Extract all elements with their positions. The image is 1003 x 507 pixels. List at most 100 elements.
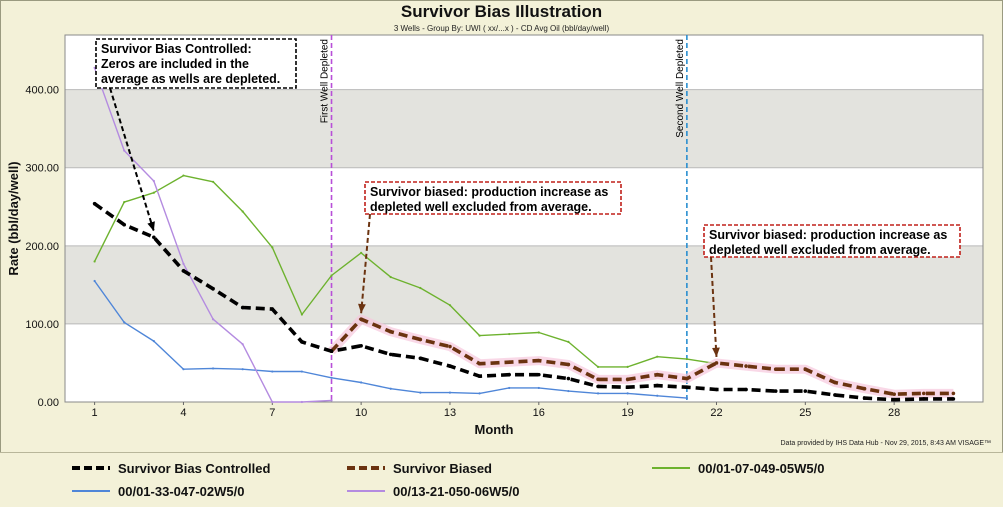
data-point	[211, 180, 215, 183]
data-point	[477, 374, 482, 379]
data-point	[330, 399, 333, 402]
data-point	[656, 355, 659, 358]
data-point	[271, 246, 274, 249]
x-tick-label: 16	[533, 407, 545, 419]
annotation-arrow	[710, 256, 718, 358]
data-point	[656, 394, 659, 397]
legend-swatch-green	[652, 467, 690, 469]
x-tick-label: 7	[269, 407, 275, 419]
y-tick-label: 400.00	[25, 85, 59, 97]
data-point	[744, 387, 748, 392]
chart-title: Survivor Bias Illustration	[400, 2, 603, 21]
data-point	[951, 397, 956, 401]
annotation-text: depleted well excluded from average.	[370, 200, 592, 214]
y-tick-label: 200.00	[25, 241, 59, 253]
y-axis-label: Rate (bbl/day/well)	[6, 161, 21, 275]
data-point	[596, 392, 600, 395]
data-point	[714, 361, 719, 365]
data-point	[93, 260, 96, 263]
legend-label: 00/01-07-049-05W5/0	[698, 460, 825, 476]
annotation-arrow	[360, 213, 371, 314]
data-point	[478, 334, 481, 337]
data-point	[714, 387, 719, 392]
data-point	[448, 364, 452, 368]
data-point	[537, 372, 541, 377]
data-point	[93, 66, 96, 69]
data-point	[359, 343, 363, 348]
data-point	[360, 251, 363, 254]
data-point	[448, 344, 452, 349]
data-point	[921, 391, 926, 396]
data-point	[211, 367, 215, 370]
data-point	[833, 380, 837, 385]
legend-label: Survivor Bias Controlled	[118, 460, 271, 476]
data-point	[655, 372, 660, 377]
data-point	[182, 262, 185, 265]
data-point	[596, 377, 600, 382]
x-tick-label: 13	[444, 407, 456, 419]
data-point	[300, 370, 304, 373]
data-point	[537, 331, 540, 334]
annotation-text: Survivor biased: production increase as	[370, 185, 608, 199]
x-tick-label: 22	[710, 407, 722, 419]
annotation-arrowhead	[358, 303, 366, 314]
legend-item-survivor-biased: Survivor Biased	[345, 459, 492, 477]
data-point	[862, 396, 867, 400]
data-point	[626, 392, 629, 395]
y-tick-label: 0.00	[38, 397, 59, 409]
data-point	[803, 389, 808, 393]
data-point	[478, 392, 481, 395]
data-point	[389, 387, 392, 390]
annotation-arrowhead	[712, 347, 720, 357]
data-point	[508, 332, 511, 336]
data-point	[744, 364, 748, 368]
data-point	[862, 386, 867, 391]
grid-band	[65, 89, 983, 168]
data-point	[685, 376, 689, 381]
data-point	[300, 340, 304, 344]
legend-swatch-dashed-black	[72, 466, 110, 470]
data-point	[388, 352, 393, 357]
data-point	[507, 360, 511, 364]
data-point	[833, 393, 837, 397]
data-point	[685, 385, 689, 389]
data-point	[892, 397, 896, 402]
data-point	[419, 286, 422, 290]
data-point	[270, 307, 275, 311]
data-point	[240, 305, 245, 310]
data-point	[211, 318, 215, 321]
chart-legend: Survivor Bias Controlled Survivor Biased…	[0, 452, 1003, 507]
data-point	[389, 275, 392, 279]
data-point	[567, 389, 570, 393]
data-credit: Data provided by IHS Data Hub - Nov 29, …	[780, 440, 992, 447]
data-point	[123, 201, 126, 204]
data-point	[123, 321, 126, 324]
first-well-depleted-label: First Well Depleted	[320, 39, 331, 123]
legend-item-well-33-047: 00/01-33-047-02W5/0	[70, 482, 244, 500]
x-axis-label: Month	[475, 422, 514, 437]
data-point	[418, 356, 423, 361]
data-point	[596, 365, 600, 368]
legend-swatch-dashed-brown	[347, 466, 385, 470]
data-point	[566, 376, 571, 381]
legend-item-survivor-bias-controlled: Survivor Bias Controlled	[70, 459, 270, 477]
data-point	[507, 372, 511, 377]
data-point	[211, 286, 215, 291]
data-point	[330, 274, 333, 277]
data-point	[625, 385, 630, 389]
annotation-box	[95, 38, 297, 89]
data-point	[152, 235, 156, 240]
data-point	[241, 210, 244, 213]
x-tick-label: 25	[799, 407, 811, 419]
series-line-survivor-biased	[330, 317, 954, 397]
series-line-00-01-07-049-05w5-0	[93, 174, 717, 368]
annotation-box	[703, 224, 961, 258]
data-point	[182, 174, 185, 177]
data-point	[951, 391, 956, 396]
x-tick-label: 28	[888, 407, 900, 419]
data-point	[300, 400, 304, 404]
data-point	[626, 365, 629, 368]
y-tick-label: 100.00	[25, 319, 59, 331]
x-tick-label: 4	[180, 407, 186, 419]
data-point	[685, 396, 688, 400]
